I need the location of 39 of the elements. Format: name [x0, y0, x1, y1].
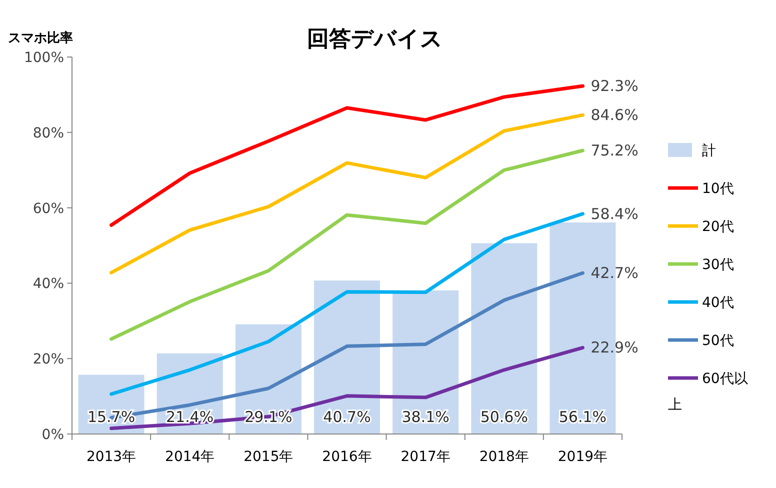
legend-label: 計: [702, 143, 716, 159]
chart-title: 回答デバイス: [307, 27, 443, 52]
y-tick-label: 40%: [32, 276, 64, 292]
legend-label: 40代: [702, 295, 734, 311]
legend-label: 20代: [702, 219, 734, 235]
x-tick-label: 2015年: [244, 449, 294, 465]
text: 60代以上: [668, 371, 748, 413]
y-tick-label: 100%: [24, 50, 64, 66]
data-label: 21.4%: [166, 408, 214, 426]
x-tick-label: 2019年: [558, 449, 608, 465]
data-label: 58.4%: [590, 204, 638, 223]
data-label: 84.6%: [590, 106, 638, 124]
y-tick-label: 20%: [32, 352, 64, 368]
y-tick-label: 0%: [42, 427, 64, 443]
data-label: 56.1%: [558, 408, 607, 426]
line-series: [110, 148, 584, 341]
x-tick-label: 2017年: [400, 449, 450, 465]
y-tick-label: 60%: [32, 200, 64, 217]
legend-label: 50代: [702, 333, 734, 349]
data-label: 38.1%: [402, 408, 450, 426]
legend-label: 30代: [702, 257, 734, 273]
data-label: 40.7%: [323, 408, 371, 426]
data-label: 15.7%: [87, 408, 136, 426]
data-label: 42.7%: [590, 264, 638, 282]
data-label: 22.9%: [590, 338, 638, 357]
data-label: 75.2%: [590, 141, 638, 160]
y-axis-title: スマホ比率: [8, 30, 73, 46]
bar: [471, 243, 538, 434]
x-tick-label: 2018年: [479, 449, 529, 465]
y-tick-label: 80%: [32, 125, 64, 142]
data-label: 92.3%: [590, 77, 638, 96]
line-series: [110, 212, 584, 396]
x-tick-label: 2014年: [165, 449, 215, 465]
data-label: 50.6%: [480, 408, 528, 426]
line-series: [110, 84, 584, 227]
x-tick-label: 2016年: [322, 449, 372, 465]
legend-label: 10代: [702, 181, 734, 197]
x-tick-label: 2013年: [86, 449, 136, 465]
line-series: [110, 113, 584, 274]
